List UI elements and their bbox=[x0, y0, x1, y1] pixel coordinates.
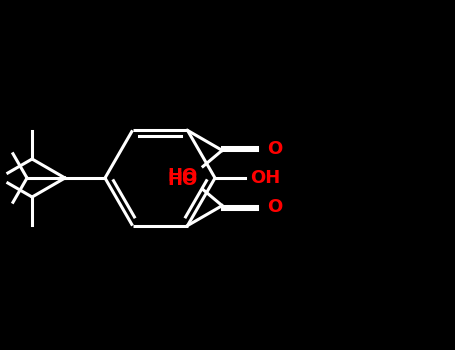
Text: HO: HO bbox=[168, 167, 198, 184]
Text: OH: OH bbox=[250, 169, 280, 187]
Text: O: O bbox=[267, 198, 283, 216]
Text: HO: HO bbox=[168, 172, 198, 189]
Text: O: O bbox=[267, 140, 283, 158]
